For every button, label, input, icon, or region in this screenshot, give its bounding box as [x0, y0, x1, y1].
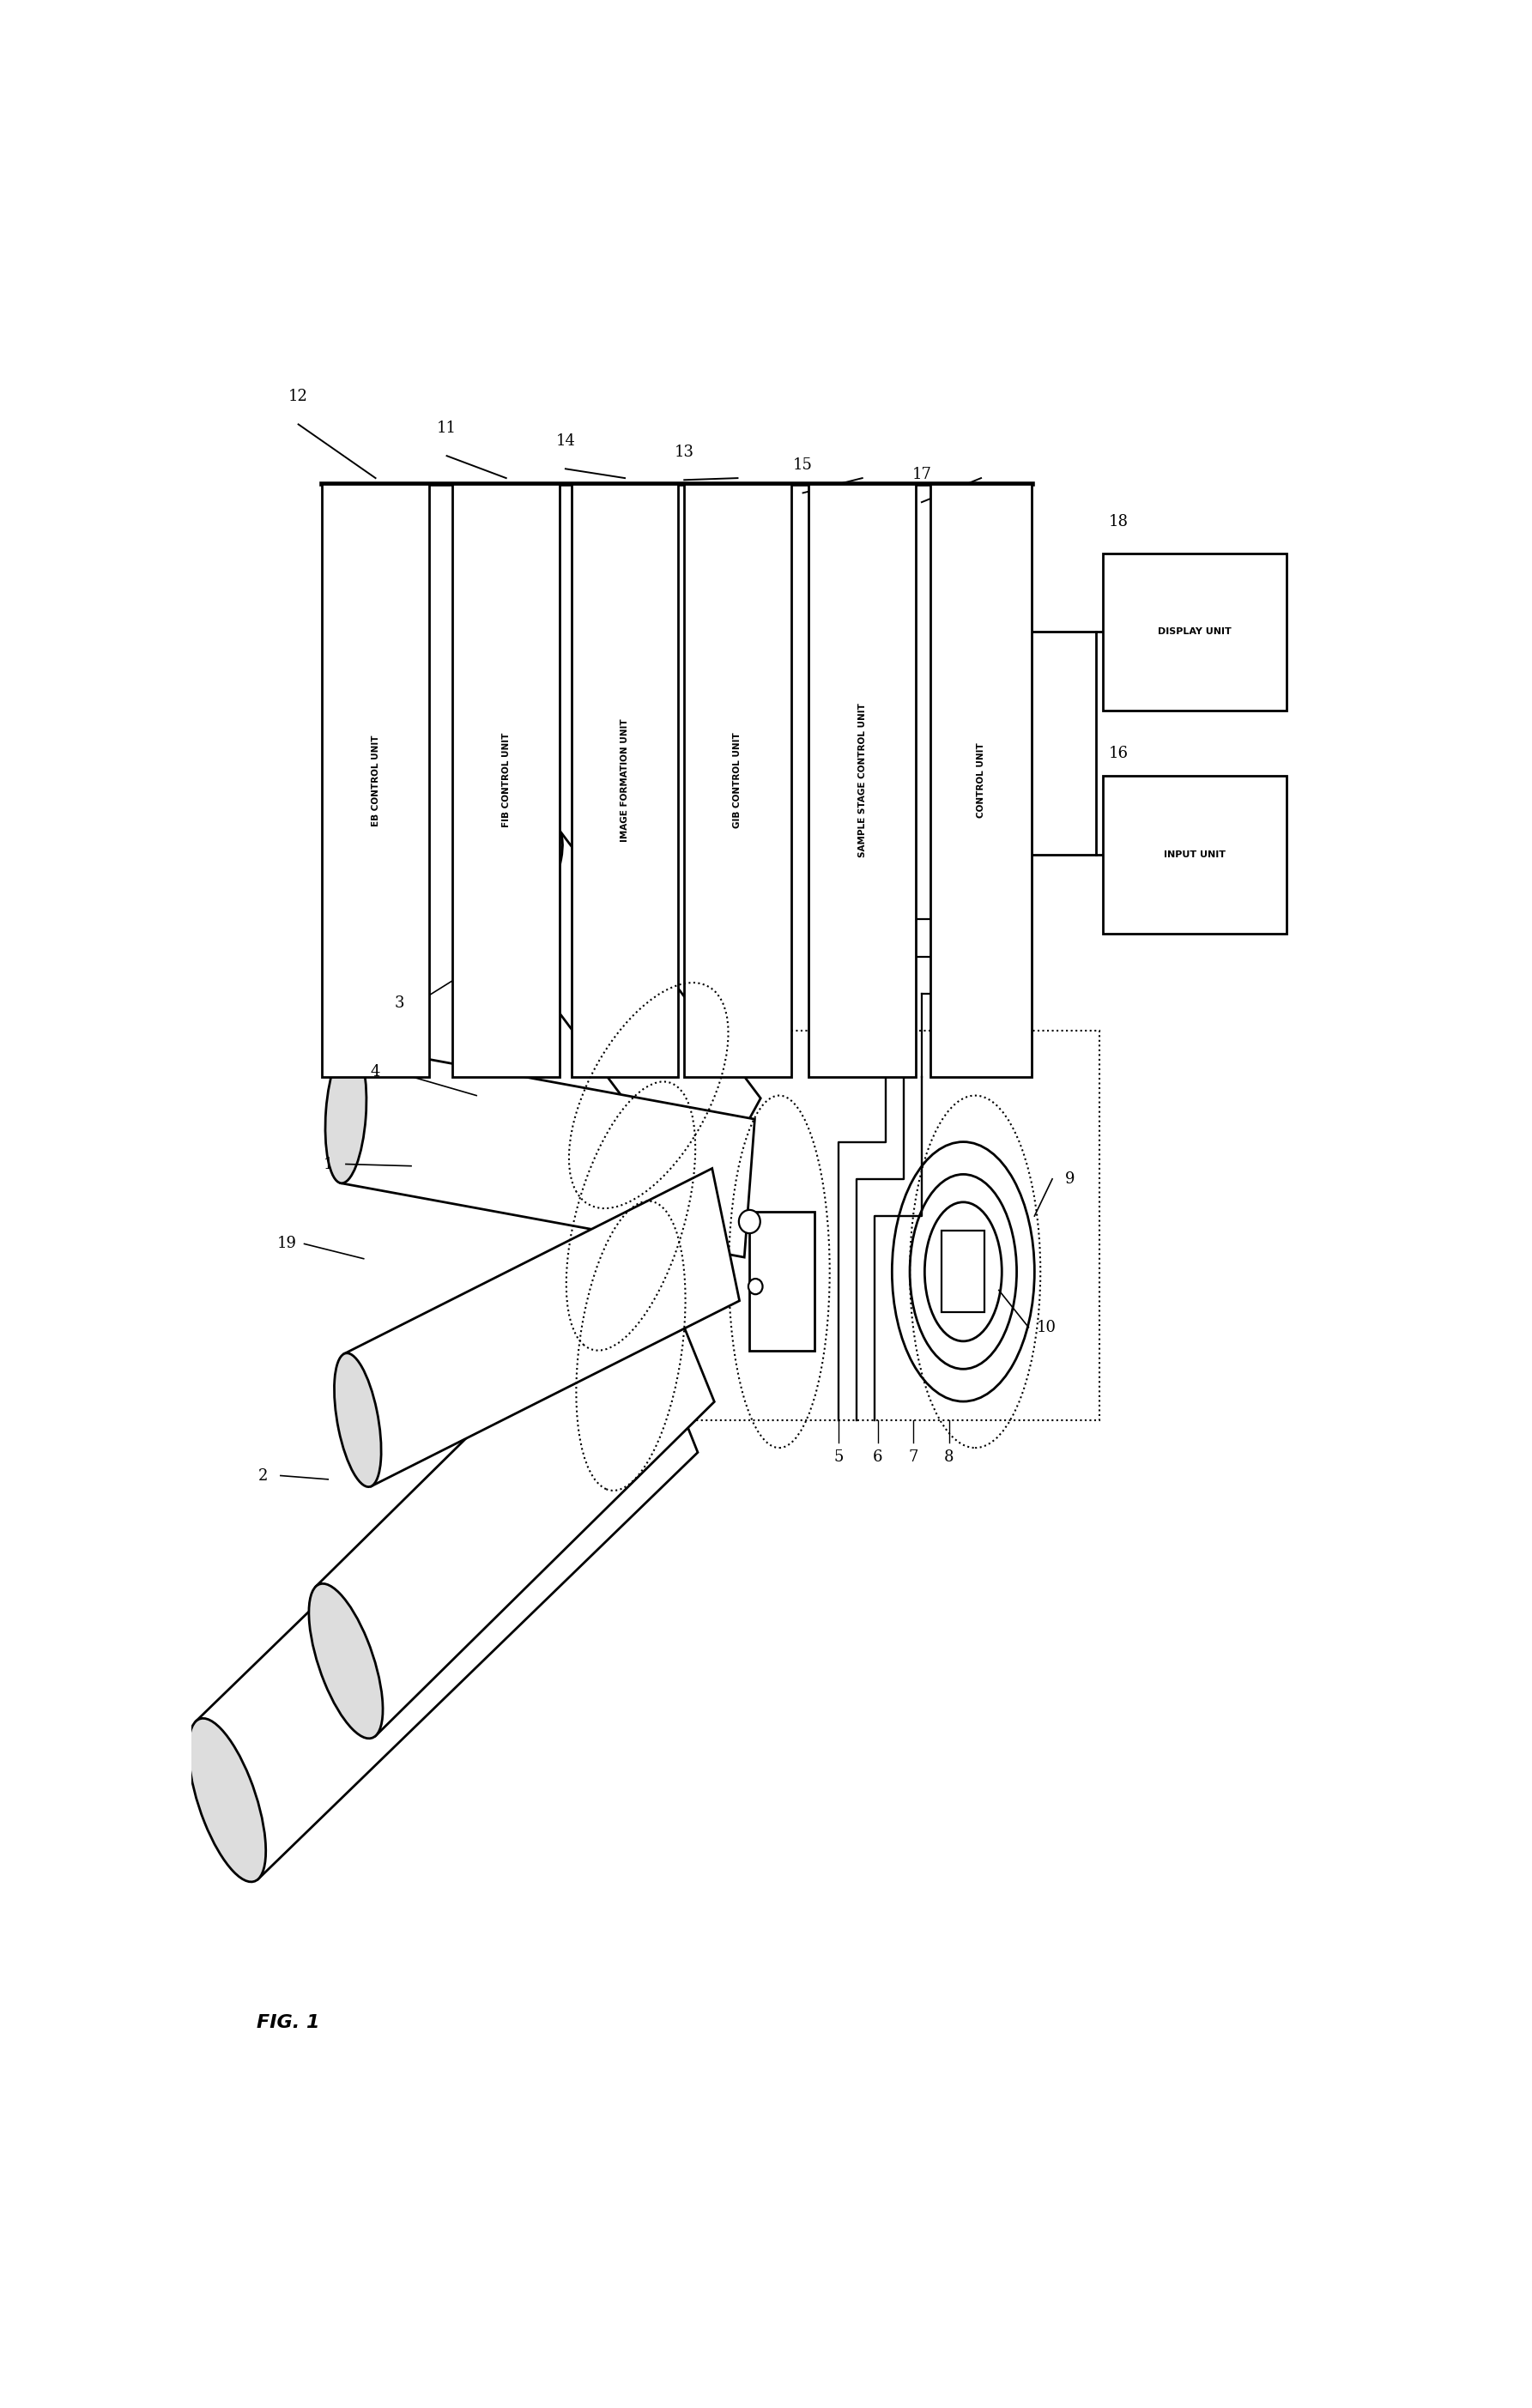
Bar: [453, 484, 559, 1076]
Bar: [648, 1031, 1100, 1421]
Polygon shape: [501, 828, 760, 1204]
Bar: [685, 484, 791, 1076]
Ellipse shape: [498, 826, 562, 939]
Text: 7: 7: [908, 1450, 918, 1464]
Bar: [749, 1211, 815, 1351]
Text: 4: 4: [371, 1064, 380, 1079]
Polygon shape: [345, 1168, 740, 1486]
Bar: [1103, 775, 1287, 934]
Text: 17: 17: [912, 467, 931, 482]
Text: 5: 5: [833, 1450, 844, 1464]
Polygon shape: [316, 1252, 714, 1736]
Bar: [1103, 554, 1287, 710]
Ellipse shape: [334, 1353, 381, 1486]
Text: 6: 6: [873, 1450, 882, 1464]
Text: 2: 2: [257, 1469, 268, 1483]
Text: FIB CONTROL UNIT: FIB CONTROL UNIT: [502, 732, 510, 828]
Text: INPUT UNIT: INPUT UNIT: [1164, 850, 1226, 860]
Ellipse shape: [188, 1719, 267, 1883]
Bar: [571, 484, 679, 1076]
Text: CONTROL UNIT: CONTROL UNIT: [977, 742, 985, 819]
Text: IMAGE FORMATION UNIT: IMAGE FORMATION UNIT: [620, 718, 630, 843]
Ellipse shape: [748, 1279, 763, 1293]
Bar: [809, 484, 916, 1076]
Bar: [322, 484, 429, 1076]
Text: FIG. 1: FIG. 1: [257, 2013, 320, 2032]
Bar: [942, 1230, 985, 1312]
Text: 9: 9: [1065, 1170, 1075, 1187]
Bar: [930, 484, 1031, 1076]
Text: 3: 3: [394, 995, 404, 1011]
Text: 1: 1: [323, 1156, 332, 1173]
Text: 15: 15: [794, 458, 813, 472]
Text: EB CONTROL UNIT: EB CONTROL UNIT: [371, 734, 380, 826]
Text: 16: 16: [1109, 746, 1129, 761]
Ellipse shape: [738, 1209, 760, 1233]
Polygon shape: [340, 1045, 755, 1257]
Text: 8: 8: [944, 1450, 954, 1464]
Text: DISPLAY UNIT: DISPLAY UNIT: [1158, 628, 1232, 636]
Text: 13: 13: [674, 445, 694, 460]
Text: 10: 10: [1037, 1320, 1056, 1334]
Text: 19: 19: [277, 1235, 296, 1252]
Text: 12: 12: [288, 388, 308, 405]
Text: 18: 18: [1109, 513, 1129, 530]
Text: 11: 11: [437, 421, 457, 436]
Ellipse shape: [325, 1045, 366, 1182]
Text: 14: 14: [556, 433, 576, 448]
Text: SAMPLE STAGE CONTROL UNIT: SAMPLE STAGE CONTROL UNIT: [858, 703, 867, 857]
Ellipse shape: [309, 1584, 383, 1739]
Text: GIB CONTROL UNIT: GIB CONTROL UNIT: [734, 732, 741, 828]
Polygon shape: [196, 1296, 697, 1878]
